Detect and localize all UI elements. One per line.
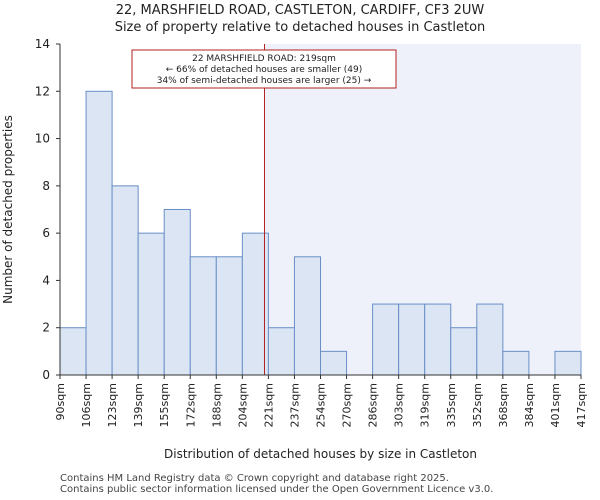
x-tick-label: 155sqm: [158, 383, 171, 427]
bar-254sqm: [320, 350, 348, 376]
bar-237sqm: [293, 256, 322, 376]
bar-155sqm: [163, 209, 191, 376]
bar-106sqm: [85, 90, 113, 376]
y-axis: 0 2 4 6 8 10 12 14: [35, 37, 60, 382]
bar-286sqm: [372, 303, 400, 376]
bar-139sqm: [137, 232, 165, 376]
x-tick-label: 237sqm: [288, 383, 301, 427]
x-tick-label: 335sqm: [445, 383, 458, 427]
y-tick-label: 6: [42, 226, 50, 240]
x-tick-label: 172sqm: [184, 383, 197, 427]
x-axis-label: Distribution of detached houses by size …: [164, 447, 477, 461]
x-tick-label: 319sqm: [419, 383, 432, 427]
x-tick-label: 286sqm: [367, 383, 380, 427]
bar-319sqm: [424, 303, 452, 376]
x-tick-label: 303sqm: [393, 383, 406, 427]
x-tick-label: 188sqm: [210, 383, 223, 427]
x-tick-label: 352sqm: [471, 383, 484, 427]
y-tick-label: 4: [42, 273, 50, 287]
x-tick-label: 221sqm: [262, 383, 275, 427]
bar-188sqm: [215, 256, 243, 376]
x-tick-label: 254sqm: [315, 383, 328, 427]
annotation-line1: 22 MARSHFIELD ROAD: 219sqm: [192, 54, 336, 64]
y-tick-label: 8: [42, 179, 50, 193]
y-tick-label: 0: [42, 368, 50, 382]
bar-335sqm: [450, 327, 478, 376]
footer-copyright: Contains HM Land Registry data © Crown c…: [60, 473, 449, 484]
y-tick-label: 12: [35, 84, 50, 98]
y-axis-label: Number of detached properties: [1, 115, 15, 304]
x-tick-label: 270sqm: [341, 383, 354, 427]
chart-title: Size of property relative to detached ho…: [114, 20, 486, 35]
bar-172sqm: [189, 256, 217, 376]
y-tick-label: 14: [35, 37, 50, 51]
footer-licence: Contains public sector information licen…: [60, 484, 494, 495]
x-tick-label: 90sqm: [54, 383, 67, 420]
x-tick-label: 106sqm: [80, 383, 93, 427]
bar-352sqm: [476, 303, 504, 376]
x-tick-label: 368sqm: [497, 383, 510, 427]
y-tick-label: 2: [42, 321, 50, 335]
histogram-chart: 22 MARSHFIELD ROAD: 219sqm ← 66% of deta…: [1, 37, 588, 461]
bar-123sqm: [111, 185, 139, 376]
bar-90sqm: [59, 327, 87, 376]
bar-401sqm: [554, 350, 582, 376]
x-axis: 90sqm 106sqm 123sqm 139sqm 155sqm 172sqm 188sq…: [54, 375, 588, 427]
annotation-border: [131, 49, 397, 89]
x-tick-label: 384sqm: [523, 383, 536, 427]
x-tick-label: 401sqm: [549, 383, 562, 427]
chart-title-address: 22, MARSHFIELD ROAD, CASTLETON, CARDIFF,…: [115, 3, 485, 18]
bar-221sqm: [267, 327, 295, 376]
annotation-box: 22 MARSHFIELD ROAD: 219sqm ← 66% of deta…: [131, 49, 397, 89]
annotation-line2: ← 66% of detached houses are smaller (49…: [166, 65, 363, 75]
x-tick-label: 139sqm: [132, 383, 145, 427]
bar-303sqm: [398, 303, 426, 376]
bar-368sqm: [502, 350, 530, 376]
annotation-line3: 34% of semi-detached houses are larger (…: [157, 76, 372, 86]
x-tick-label: 204sqm: [236, 383, 249, 427]
y-tick-label: 10: [35, 132, 50, 146]
x-tick-label: 417sqm: [575, 383, 588, 427]
x-tick-label: 123sqm: [106, 383, 119, 427]
